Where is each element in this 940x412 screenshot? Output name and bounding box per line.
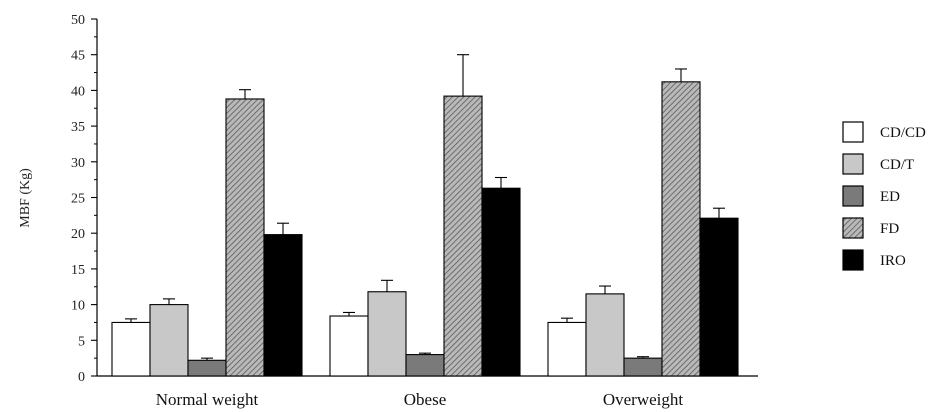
y-tick-label: 30 — [71, 156, 85, 171]
y-tick-label: 25 — [71, 192, 85, 207]
bar-iro-2 — [699, 217, 739, 377]
bar-cd-cd-2 — [547, 321, 587, 377]
bar-cd-cd-0 — [111, 321, 151, 377]
category-labels: Normal weight Obese Overweight — [156, 390, 684, 409]
bar-cd-t-2 — [585, 293, 625, 377]
y-tick-label: 5 — [78, 334, 85, 349]
bar-fd-0 — [225, 98, 265, 377]
category-label: Normal weight — [156, 390, 259, 409]
legend-swatch — [842, 249, 864, 271]
y-axis-ticks: 0 5 10 15 20 25 30 35 40 45 50 — [71, 13, 97, 385]
y-tick-label: 40 — [71, 84, 85, 99]
legend-label: CD/CD — [880, 125, 926, 141]
bar-fd-2 — [661, 81, 701, 377]
y-tick-label: 0 — [78, 370, 85, 385]
legend-swatch — [842, 121, 864, 143]
plot-area: 0 5 10 15 20 25 30 35 40 45 50 Normal weight Obese O… — [71, 13, 758, 409]
bar-ed-0 — [187, 359, 227, 377]
legend-swatch — [842, 153, 864, 175]
legend-label: ED — [880, 189, 900, 205]
y-tick-label: 35 — [71, 120, 85, 135]
bar-iro-1 — [481, 187, 521, 377]
bars — [111, 81, 739, 377]
y-tick-label: 20 — [71, 227, 85, 242]
legend-label: IRO — [880, 253, 906, 269]
legend-label: CD/T — [880, 157, 914, 173]
bar-cd-t-0 — [149, 304, 189, 377]
bar-ed-1 — [405, 354, 445, 377]
y-tick-label: 50 — [71, 13, 85, 28]
y-tick-label: 15 — [71, 263, 85, 278]
legend-swatch — [842, 217, 864, 239]
legend-swatch — [842, 185, 864, 207]
legend: CD/CD CD/T ED FD IRO — [842, 121, 926, 271]
y-tick-label: 10 — [71, 299, 85, 314]
category-label: Overweight — [603, 390, 684, 409]
bar-ed-2 — [623, 357, 663, 377]
y-tick-label: 45 — [71, 49, 85, 64]
error-bars — [125, 54, 725, 361]
bar-cd-cd-1 — [329, 315, 369, 377]
bar-iro-0 — [263, 234, 303, 377]
category-label: Obese — [404, 390, 446, 409]
bar-cd-t-1 — [367, 291, 407, 377]
legend-label: FD — [880, 221, 899, 237]
bar-fd-1 — [443, 95, 483, 377]
y-axis-title: MBF (Kg) — [18, 168, 33, 228]
